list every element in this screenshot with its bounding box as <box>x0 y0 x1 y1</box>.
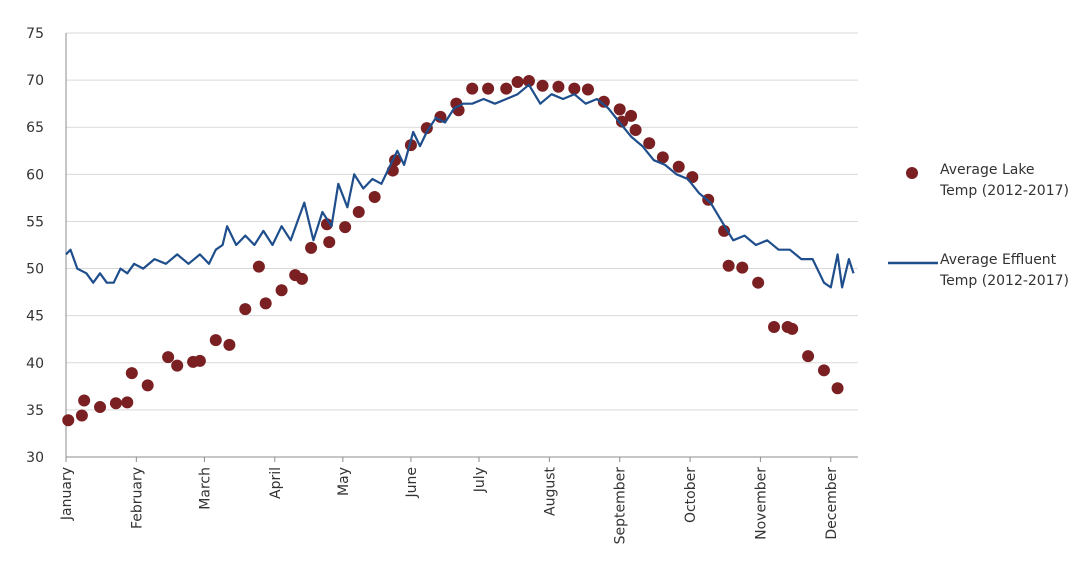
lake-point <box>209 334 222 347</box>
lake-point <box>672 160 685 173</box>
lake-point <box>78 394 91 407</box>
lake-point <box>368 190 381 203</box>
lake-point <box>252 260 265 273</box>
lake-point <box>352 206 365 219</box>
lake-point <box>522 75 535 88</box>
lake-point <box>482 82 495 95</box>
y-tick-label: 70 <box>26 73 44 89</box>
lake-point <box>323 236 336 249</box>
x-tick-label: October <box>683 467 699 523</box>
x-tick-label: March <box>197 467 213 510</box>
lake-point <box>141 379 154 392</box>
y-tick-label: 60 <box>26 167 44 183</box>
legend-label: Average Effluent Temp (2012-2017) <box>940 252 1069 289</box>
lake-point <box>768 320 781 333</box>
y-tick-label: 35 <box>26 403 44 419</box>
x-tick-label: May <box>336 467 352 496</box>
lake-point <box>536 79 549 92</box>
x-tick-label: August <box>542 466 558 516</box>
lake-point <box>736 261 749 274</box>
lake-point <box>511 75 524 88</box>
lake-point <box>275 284 288 297</box>
lake-point <box>643 137 656 150</box>
lake-point <box>625 109 638 122</box>
lake-point <box>718 224 731 237</box>
legend-label: Average Lake Temp (2012-2017) <box>940 162 1069 199</box>
lake-point <box>722 259 735 272</box>
lake-point <box>615 115 628 128</box>
y-tick-label: 65 <box>26 120 44 136</box>
y-tick-label: 75 <box>26 26 44 42</box>
lake-point <box>817 364 830 377</box>
legend-marker <box>906 167 918 179</box>
lake-point <box>296 272 309 285</box>
lake-point <box>125 367 138 380</box>
lake-point <box>320 218 333 231</box>
lake-point <box>613 103 626 116</box>
lake-point <box>62 414 75 427</box>
lake-point <box>259 297 272 310</box>
lake-point <box>597 95 610 108</box>
lake-point <box>223 338 236 351</box>
lake-point <box>305 241 318 254</box>
lake-point <box>629 124 642 137</box>
lake-point <box>171 359 184 372</box>
lake-point <box>162 351 175 364</box>
y-tick-label: 50 <box>26 262 44 278</box>
lake-point <box>121 396 134 409</box>
x-tick-label: January <box>59 467 75 521</box>
x-tick-label: September <box>613 467 629 545</box>
lake-point <box>466 82 479 95</box>
x-tick-label: December <box>824 467 840 540</box>
lake-point <box>752 276 765 289</box>
x-tick-label: February <box>129 467 145 529</box>
lake-point <box>786 322 799 335</box>
lake-point <box>193 354 206 367</box>
lake-point <box>802 350 815 363</box>
x-tick-label: June <box>404 467 420 499</box>
lake-point <box>831 382 844 395</box>
y-tick-label: 30 <box>26 450 44 466</box>
lake-point <box>552 80 565 93</box>
lake-point <box>420 122 433 135</box>
lake-point <box>239 303 252 316</box>
lake-point <box>434 110 447 123</box>
lake-point <box>109 397 122 410</box>
lake-point <box>686 171 699 184</box>
x-tick-label: July <box>472 467 488 493</box>
y-tick-label: 55 <box>26 214 44 230</box>
x-tick-label: April <box>268 467 284 499</box>
effluent-line <box>65 83 855 289</box>
x-tick-label: November <box>753 467 769 540</box>
y-tick-label: 40 <box>26 356 44 372</box>
lake-point <box>500 82 513 95</box>
lake-point <box>94 401 107 414</box>
lake-point <box>581 83 594 96</box>
y-tick-label: 45 <box>26 309 44 325</box>
lake-point <box>656 151 669 164</box>
lake-point <box>568 82 581 95</box>
lake-point <box>339 221 352 234</box>
lake-point <box>75 409 88 422</box>
